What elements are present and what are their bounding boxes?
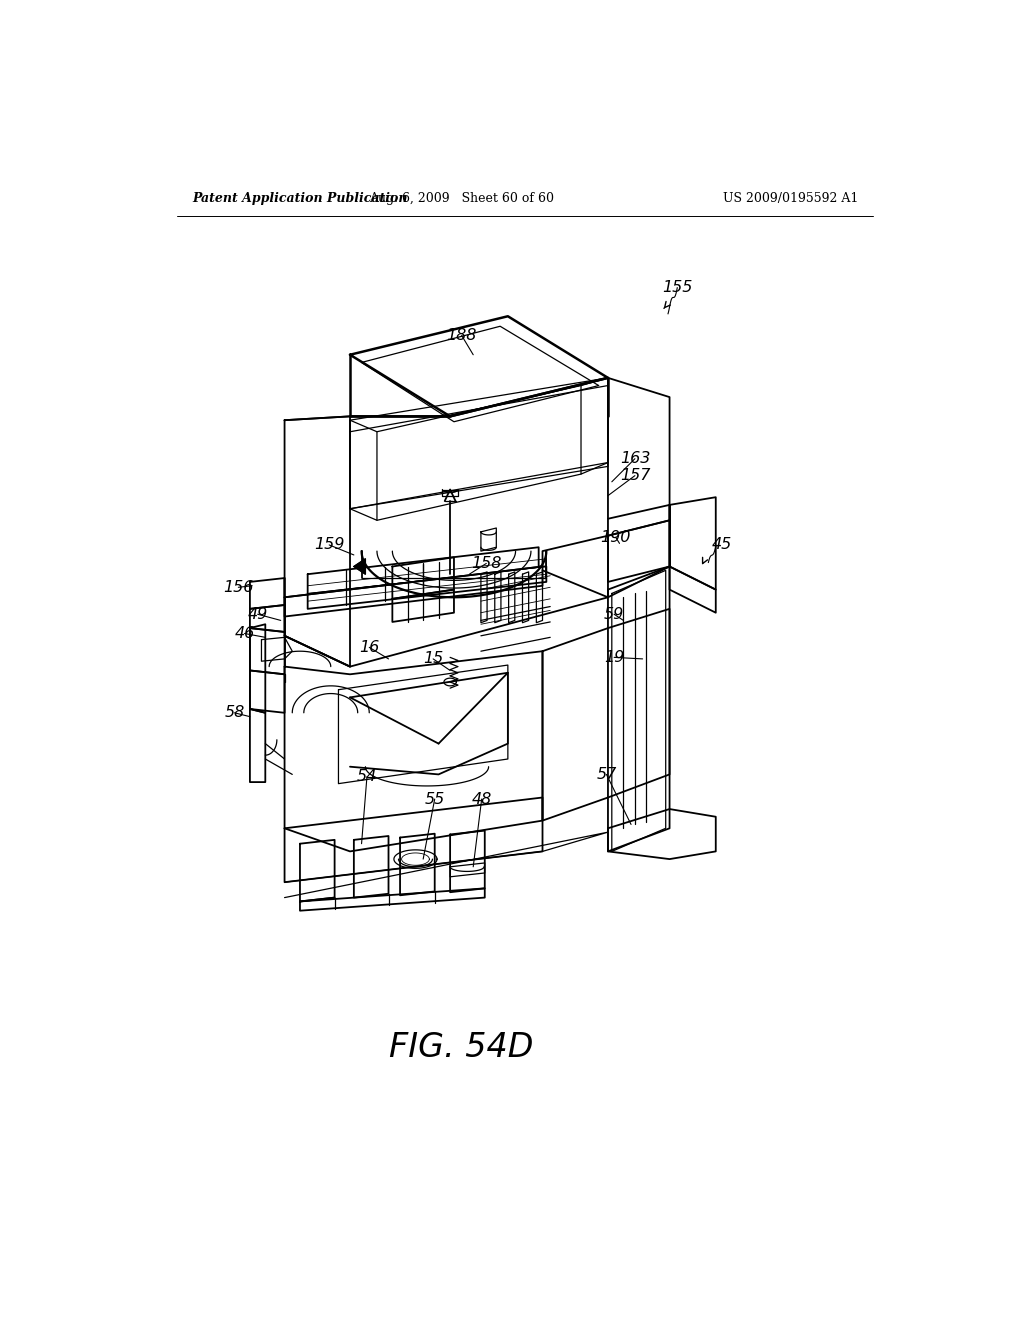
Text: Aug. 6, 2009   Sheet 60 of 60: Aug. 6, 2009 Sheet 60 of 60 bbox=[370, 191, 554, 205]
Text: 157: 157 bbox=[620, 469, 650, 483]
Text: 156: 156 bbox=[223, 579, 254, 595]
Text: 48: 48 bbox=[472, 792, 492, 807]
Text: 45: 45 bbox=[712, 537, 732, 553]
Text: 55: 55 bbox=[425, 792, 444, 807]
Text: 49: 49 bbox=[248, 607, 267, 622]
Text: 59: 59 bbox=[604, 607, 625, 622]
Text: 58: 58 bbox=[224, 705, 245, 721]
Text: Patent Application Publication: Patent Application Publication bbox=[193, 191, 408, 205]
Text: 190: 190 bbox=[600, 529, 631, 545]
Text: US 2009/0195592 A1: US 2009/0195592 A1 bbox=[723, 191, 858, 205]
Text: FIG. 54D: FIG. 54D bbox=[389, 1031, 534, 1064]
Text: 19: 19 bbox=[604, 649, 625, 665]
Text: 188: 188 bbox=[446, 327, 477, 343]
Text: 158: 158 bbox=[471, 556, 502, 572]
Text: 46: 46 bbox=[234, 626, 255, 642]
Text: 155: 155 bbox=[663, 280, 692, 296]
Text: 159: 159 bbox=[314, 537, 344, 553]
Text: 16: 16 bbox=[359, 640, 379, 655]
Text: 15: 15 bbox=[423, 651, 443, 667]
Polygon shape bbox=[354, 558, 366, 574]
Text: 163: 163 bbox=[620, 451, 650, 466]
Text: 57: 57 bbox=[596, 767, 616, 781]
Text: 54: 54 bbox=[356, 770, 377, 784]
